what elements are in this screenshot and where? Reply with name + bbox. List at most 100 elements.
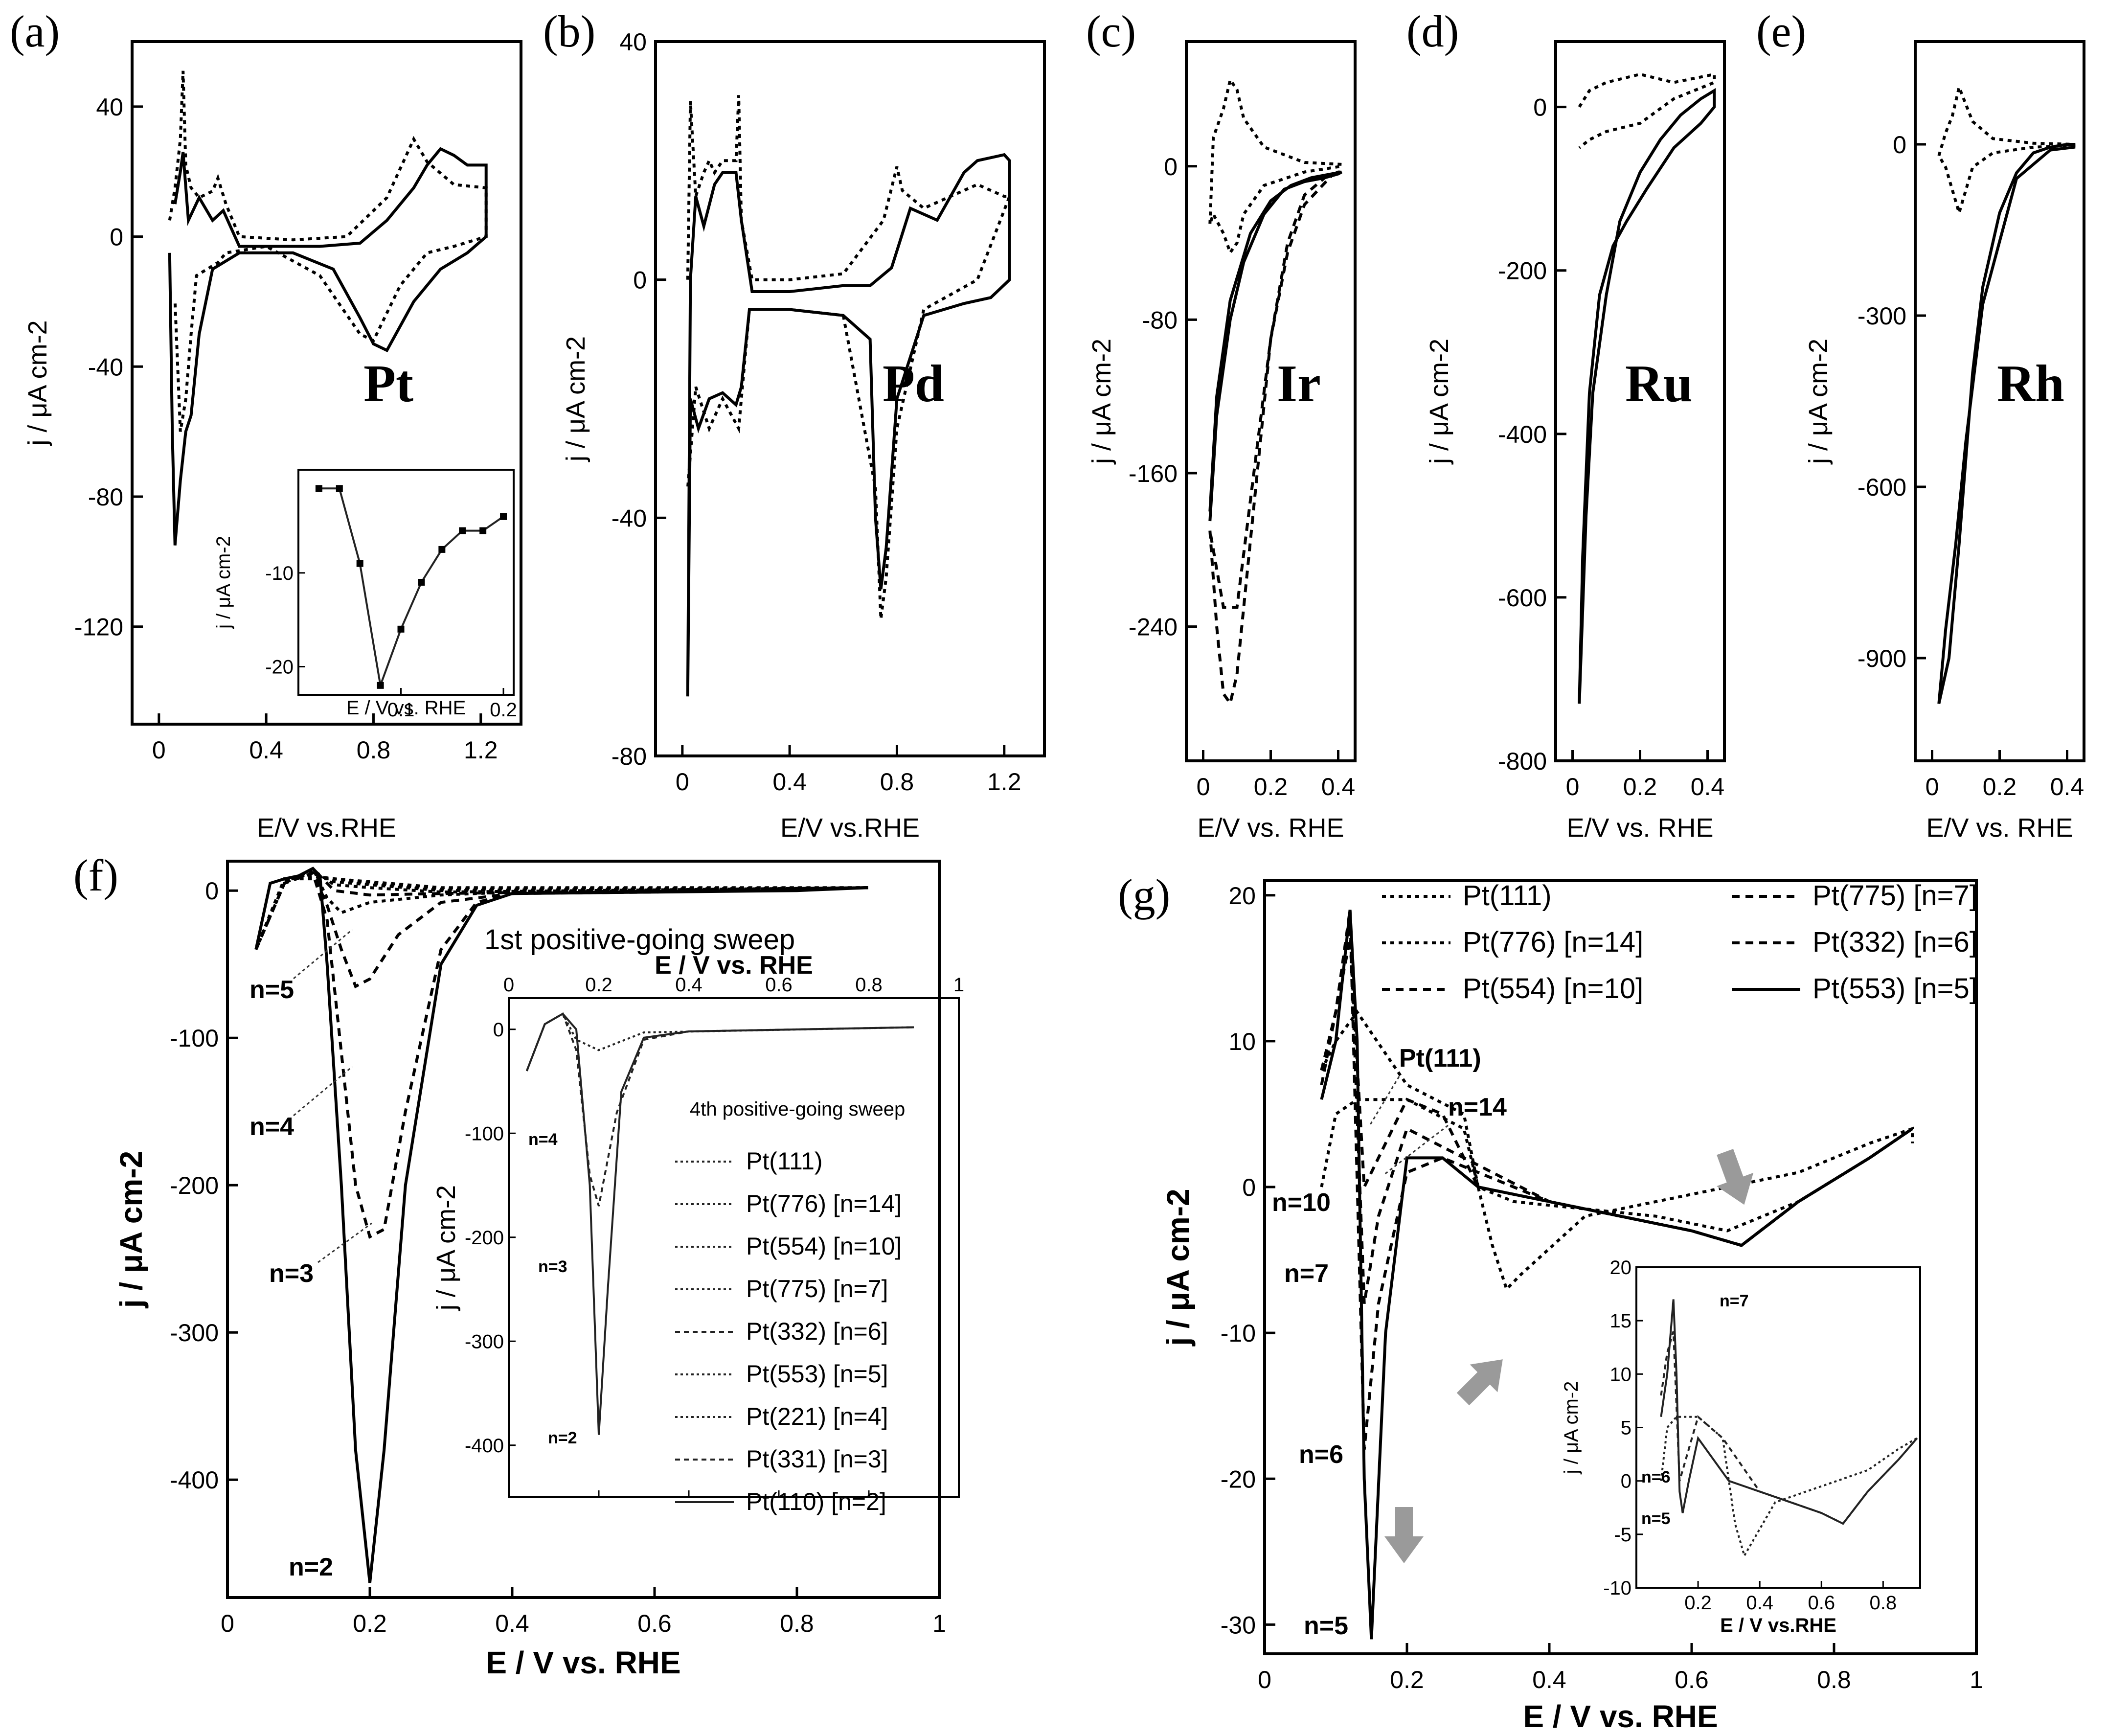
panel-b-xtick-label: 1.2 bbox=[987, 768, 1021, 796]
panel-a-inset-ytick-label: -20 bbox=[265, 657, 294, 678]
panel-f-inset-title: E / V vs. RHE bbox=[655, 951, 813, 980]
panel-c-xlabel: E/V vs. RHE bbox=[1197, 813, 1344, 843]
panel-g-ytick-label: -10 bbox=[1221, 1320, 1256, 1347]
panel-c-element-label: Ir bbox=[1277, 355, 1321, 413]
panel-f-frame bbox=[226, 860, 941, 1599]
panel-a-curve-solid bbox=[168, 147, 488, 546]
panel-d-xlabel: E/V vs. RHE bbox=[1566, 813, 1713, 843]
panel-d-ytick-label: -200 bbox=[1498, 257, 1547, 285]
panel-a-inset-marker bbox=[459, 527, 466, 534]
panel-f-inset-curve-n=4 bbox=[525, 1012, 914, 1072]
panel-e-ytick-label: 0 bbox=[1893, 131, 1906, 159]
panel-a-xtick-label: 0.4 bbox=[249, 736, 283, 764]
panel-f-legend-item: Pt(553) [n=5] bbox=[746, 1360, 888, 1388]
panel-f-inset-ytick-label: -300 bbox=[465, 1331, 504, 1352]
panel-g-inset-ytick-label: 0 bbox=[1621, 1471, 1631, 1492]
panel-b-xtick-label: 0.4 bbox=[772, 768, 807, 796]
panel-a-ytick-label: 0 bbox=[110, 224, 123, 251]
panel-a-ytick-label: -40 bbox=[88, 353, 123, 381]
panel-b-label: (b) bbox=[543, 6, 595, 56]
panel-f-ytick-label: -100 bbox=[170, 1025, 219, 1052]
panel-a-xtick-label: 0 bbox=[152, 736, 166, 764]
panel-f-xtick-label: 0 bbox=[221, 1610, 234, 1637]
panel-g-inset-ytick-label: 15 bbox=[1610, 1310, 1632, 1332]
panel-f-ytick-label: -400 bbox=[170, 1466, 219, 1494]
panel-a-frame bbox=[131, 40, 522, 726]
panel-b-curve-solid bbox=[686, 153, 1011, 697]
panel-f-inset-xtick-label: 1 bbox=[953, 974, 964, 996]
panel-f-inset-label-n=2: n=2 bbox=[548, 1429, 577, 1447]
panel-a-inset-xtick-label: 0.1 bbox=[387, 699, 415, 721]
panel-g-legend-item: Pt(553) [n=5] bbox=[1812, 973, 1977, 1005]
panel-g-ylabel: j / μA cm-2 bbox=[1160, 1188, 1196, 1346]
panel-d-xtick-label: 0 bbox=[1566, 773, 1580, 800]
panel-d-label: (d) bbox=[1406, 6, 1459, 56]
panel-f-curve-Pt(221) [n=4] bbox=[254, 871, 868, 989]
panel-a-inset-marker bbox=[500, 513, 507, 520]
panel-a-ylabel: j / μA cm-2 bbox=[23, 320, 52, 446]
panel-g-xlabel: E / V vs. RHE bbox=[1523, 1699, 1718, 1734]
panel-g-inset-xlabel: E / V vs.RHE bbox=[1720, 1615, 1836, 1636]
panel-b-element-label: Pd bbox=[883, 355, 944, 413]
panel-a-inset-ytick-label: -10 bbox=[265, 563, 294, 584]
panel-f-curve-Pt(111) bbox=[254, 877, 868, 950]
panel-g-legend-item: Pt(332) [n=6] bbox=[1812, 926, 1977, 958]
panel-d-xtick-label: 0.4 bbox=[1691, 773, 1725, 800]
panel-g-inset-xtick-label: 0.6 bbox=[1808, 1592, 1835, 1614]
panel-g-label-n=6: n=6 bbox=[1299, 1440, 1343, 1469]
panel-a-label: (a) bbox=[10, 6, 60, 56]
panel-f-legend-item: Pt(332) [n=6] bbox=[746, 1318, 888, 1345]
panel-g-inset-xtick-label: 0.4 bbox=[1746, 1592, 1773, 1614]
panel-g-inset-xtick-label: 0.8 bbox=[1870, 1592, 1897, 1614]
panel-g-xtick-label: 0 bbox=[1258, 1666, 1271, 1693]
panel-d-ytick-label: -800 bbox=[1498, 748, 1547, 775]
panel-a-inset-marker bbox=[336, 485, 343, 492]
panel-c-curve-solid bbox=[1208, 170, 1342, 522]
panel-f-leader bbox=[293, 1066, 353, 1117]
panel-d-ylabel: j / μA cm-2 bbox=[1425, 339, 1454, 465]
panel-g-inset-curve-Pt(775) [n=7] bbox=[1660, 1331, 1918, 1525]
panel-g-curve-Pt(332) [n=6] bbox=[1320, 910, 1913, 1450]
panel-f-annotation: 1st positive-going sweep bbox=[484, 924, 795, 956]
panel-g-frame bbox=[1263, 879, 1978, 1655]
panel-e-element-label: Rh bbox=[1997, 355, 2064, 413]
panel-f-label: (f) bbox=[73, 850, 118, 900]
panel-a-inset-marker bbox=[356, 560, 363, 567]
panel-b-ylabel: j / μA cm-2 bbox=[561, 336, 590, 462]
panel-a-inset-xtick-label: 0.2 bbox=[490, 699, 517, 721]
panel-f-label-n=4: n=4 bbox=[249, 1113, 294, 1141]
panel-g-inset-label-n=7: n=7 bbox=[1720, 1292, 1749, 1310]
panel-c-xtick-label: 0.2 bbox=[1254, 773, 1288, 800]
panel-b-ytick-label: 0 bbox=[633, 267, 647, 294]
panel-f-inset-annotation: 4th positive-going sweep bbox=[690, 1098, 905, 1120]
panel-c-ytick-label: -240 bbox=[1129, 614, 1178, 641]
panel-a-element-label: Pt bbox=[363, 355, 413, 413]
panel-g-legend-item: Pt(775) [n=7] bbox=[1812, 880, 1977, 912]
panel-f-inset-xtick-label: 0.4 bbox=[675, 974, 702, 996]
panel-f-ytick-label: 0 bbox=[205, 877, 219, 905]
panel-g-ytick-label: -20 bbox=[1221, 1465, 1256, 1493]
panel-b-xtick-label: 0.8 bbox=[880, 768, 914, 796]
panel-f-xtick-label: 0.6 bbox=[637, 1610, 672, 1637]
panel-c-ylabel: j / μA cm-2 bbox=[1087, 339, 1116, 465]
panel-g-inset-ylabel: j / μA cm-2 bbox=[1561, 1381, 1582, 1475]
panel-f-legend-item: Pt(776) [n=14] bbox=[746, 1190, 902, 1217]
panel-b-frame bbox=[654, 40, 1046, 757]
panel-b-xlabel: E/V vs.RHE bbox=[780, 813, 920, 843]
panel-f-label-n=2: n=2 bbox=[289, 1553, 333, 1581]
panel-f-ytick-label: -200 bbox=[170, 1172, 219, 1199]
panel-c-ytick-label: 0 bbox=[1164, 153, 1178, 181]
panel-g-label-n=5: n=5 bbox=[1304, 1612, 1348, 1640]
panel-c-ytick-label: -160 bbox=[1129, 460, 1178, 487]
panel-f-inset-xtick-label: 0.6 bbox=[765, 974, 793, 996]
panel-g-inset-ytick-label: 5 bbox=[1621, 1417, 1631, 1439]
panel-d-ytick-label: -400 bbox=[1498, 421, 1547, 448]
panel-f-inset-label-n=4: n=4 bbox=[528, 1130, 558, 1149]
panel-f-inset-label-n=3: n=3 bbox=[538, 1257, 567, 1276]
panel-d-xtick-label: 0.2 bbox=[1623, 773, 1657, 800]
panel-f-leader bbox=[317, 1222, 372, 1263]
panel-g-leader bbox=[1384, 1124, 1449, 1175]
panel-g-inset-ytick-label: 20 bbox=[1610, 1257, 1632, 1279]
panel-e-ytick-label: -600 bbox=[1858, 474, 1906, 501]
panel-e-label: (e) bbox=[1756, 6, 1806, 56]
